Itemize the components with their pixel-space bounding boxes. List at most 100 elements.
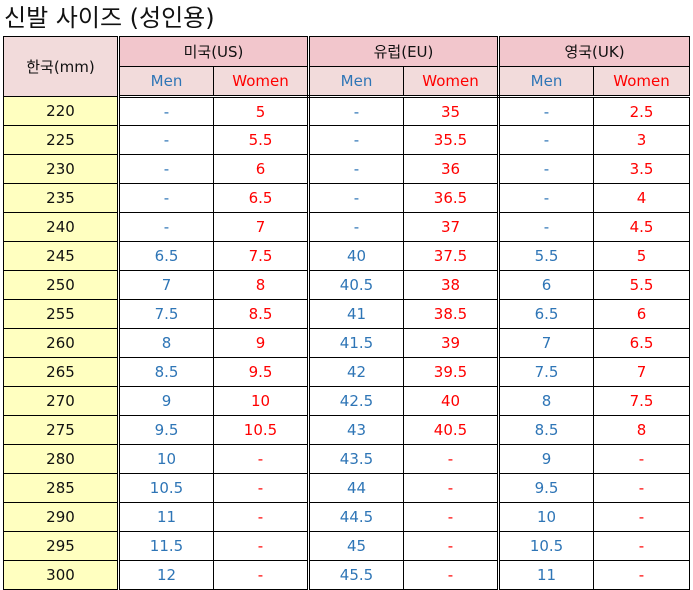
us-women-cell: 10.5 [213, 415, 310, 445]
header-eu-women: Women [402, 66, 501, 98]
eu-men-cell: - [308, 96, 404, 126]
uk-men-cell: - [498, 96, 595, 126]
uk-women-cell: 7 [593, 357, 691, 387]
us-women-cell: 8.5 [213, 299, 310, 329]
uk-men-cell: - [498, 212, 595, 242]
uk-men-cell: 6 [498, 270, 595, 300]
korea-size-cell: 220 [3, 96, 120, 126]
korea-size-cell: 230 [3, 154, 120, 184]
uk-women-cell: - [593, 531, 691, 561]
us-men-cell: 8 [118, 328, 214, 358]
shoe-size-table: 한국(mm) 미국(US) 유럽(EU) 영국(UK) Men Women Me… [3, 36, 691, 590]
header-korea-mm: 한국(mm) [3, 36, 120, 97]
table-row: 290 11-44.5-10- [3, 502, 691, 532]
eu-men-cell: 42.5 [308, 386, 404, 416]
eu-women-cell: 39.5 [402, 357, 501, 387]
table-row: 220-5-35-2.5 [3, 96, 691, 126]
eu-women-cell: 38.5 [402, 299, 501, 329]
uk-men-cell: 9 [498, 444, 595, 474]
table-row: 230-6-36-3.5 [3, 154, 691, 184]
eu-men-cell: 40 [308, 241, 404, 271]
uk-men-cell: 7 [498, 328, 595, 358]
header-eu-men: Men [308, 66, 404, 98]
eu-women-cell: - [402, 444, 501, 474]
us-men-cell: - [118, 212, 214, 242]
eu-women-cell: - [402, 560, 501, 590]
us-men-cell: 10.5 [118, 473, 214, 503]
eu-men-cell: 45.5 [308, 560, 404, 590]
eu-men-cell: 43 [308, 415, 404, 445]
uk-women-cell: 4 [593, 183, 691, 213]
table-row: 255 7.5 8.5 41 38.5 6.5 6 [3, 299, 691, 329]
header-us-men: Men [118, 66, 214, 98]
eu-women-cell: 40 [402, 386, 501, 416]
us-women-cell: - [213, 560, 310, 590]
header-uk-men: Men [498, 66, 595, 98]
us-women-cell: 7 [213, 212, 310, 242]
eu-men-cell: 44 [308, 473, 404, 503]
korea-size-cell: 245 [3, 241, 120, 271]
uk-men-cell: 8 [498, 386, 595, 416]
eu-men-cell: - [308, 183, 404, 213]
uk-men-cell: 10.5 [498, 531, 595, 561]
eu-men-cell: 44.5 [308, 502, 404, 532]
table-row: 260 8 9 41.5 39 7 6.5 [3, 328, 691, 358]
uk-women-cell: 8 [593, 415, 691, 445]
uk-men-cell: 9.5 [498, 473, 595, 503]
eu-women-cell: 39 [402, 328, 501, 358]
uk-men-cell: - [498, 183, 595, 213]
uk-men-cell: 10 [498, 502, 595, 532]
table-row: 285 10.5-44-9.5- [3, 473, 691, 503]
uk-men-cell: 6.5 [498, 299, 595, 329]
uk-women-cell: 6 [593, 299, 691, 329]
us-women-cell: 5.5 [213, 125, 310, 155]
table-row: 245 6.5 7.5 40 37.5 5.5 5 [3, 241, 691, 271]
eu-women-cell: 35 [402, 96, 501, 126]
eu-women-cell: 40.5 [402, 415, 501, 445]
uk-men-cell: - [498, 125, 595, 155]
table-row: 235-6.5-36.5-4 [3, 183, 691, 213]
uk-women-cell: - [593, 560, 691, 590]
table-row: 240-7-37-4.5 [3, 212, 691, 242]
header-row-regions: 한국(mm) 미국(US) 유럽(EU) 영국(UK) [3, 36, 691, 97]
eu-men-cell: - [308, 154, 404, 184]
us-women-cell: 10 [213, 386, 310, 416]
eu-men-cell: 45 [308, 531, 404, 561]
eu-women-cell: 37.5 [402, 241, 501, 271]
korea-size-cell: 295 [3, 531, 120, 561]
us-women-cell: - [213, 473, 310, 503]
eu-men-cell: 41 [308, 299, 404, 329]
header-region-us: 미국(US) [118, 36, 310, 67]
korea-size-cell: 300 [3, 560, 120, 590]
eu-men-cell: 40.5 [308, 270, 404, 300]
korea-size-cell: 285 [3, 473, 120, 503]
us-men-cell: 11 [118, 502, 214, 532]
us-women-cell: 6 [213, 154, 310, 184]
eu-men-cell: 42 [308, 357, 404, 387]
size-table-body: 220-5-35-2.5 225-5.5-35.5-3 230-6-36-3.5 23… [3, 96, 691, 590]
table-row: 265 8.5 9.5 42 39.5 7.5 7 [3, 357, 691, 387]
us-men-cell: 9.5 [118, 415, 214, 445]
korea-size-cell: 235 [3, 183, 120, 213]
table-row: 250 7 8 40.5 38 6 5.5 [3, 270, 691, 300]
korea-size-cell: 270 [3, 386, 120, 416]
table-row: 280 10-43.5-9- [3, 444, 691, 474]
uk-women-cell: 7.5 [593, 386, 691, 416]
uk-women-cell: - [593, 502, 691, 532]
us-men-cell: 10 [118, 444, 214, 474]
eu-women-cell: 37 [402, 212, 501, 242]
uk-women-cell: 6.5 [593, 328, 691, 358]
korea-size-cell: 265 [3, 357, 120, 387]
header-region-eu: 유럽(EU) [307, 36, 501, 67]
uk-women-cell: 5.5 [593, 270, 691, 300]
eu-women-cell: - [402, 531, 501, 561]
uk-women-cell: 2.5 [593, 96, 691, 126]
uk-men-cell: - [498, 154, 595, 184]
us-men-cell: 7.5 [118, 299, 214, 329]
us-women-cell: - [213, 502, 310, 532]
uk-men-cell: 5.5 [498, 241, 595, 271]
us-women-cell: 7.5 [213, 241, 310, 271]
korea-size-cell: 280 [3, 444, 120, 474]
table-row: 275 9.5 10.5 43 40.5 8.5 8 [3, 415, 691, 445]
